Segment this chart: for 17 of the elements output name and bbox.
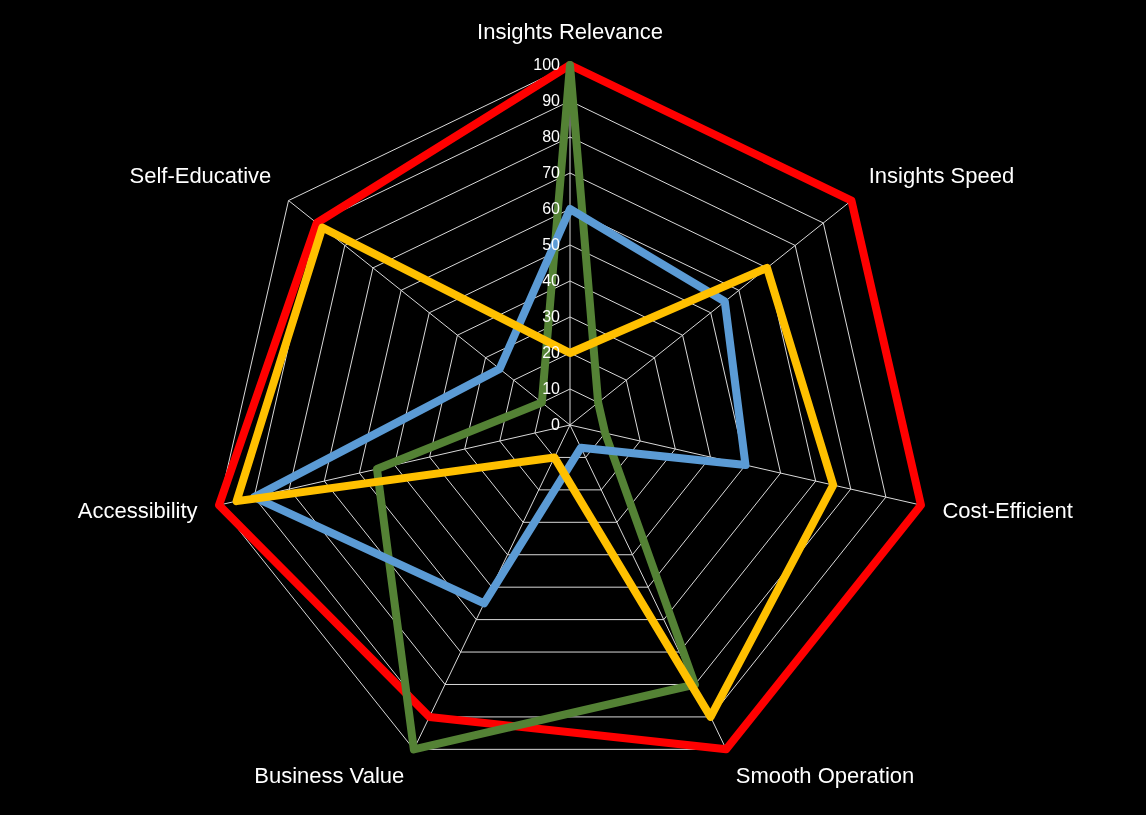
y-tick-label: 70 — [542, 164, 561, 181]
spoke-label: Insights Speed — [868, 162, 1015, 188]
y-tick-label: 10 — [542, 380, 561, 397]
spoke-label: Self-Educative — [129, 162, 272, 188]
spoke-label: Cost-Efficient — [942, 498, 1073, 523]
y-tick-label: 90 — [542, 92, 561, 109]
y-tick-label: 40 — [542, 272, 561, 289]
spoke-label: Smooth Operation — [735, 763, 915, 789]
y-tick-label: 60 — [542, 200, 561, 217]
spoke-label: Insights Relevance — [477, 19, 663, 44]
y-tick-label: 0 — [551, 416, 561, 433]
y-tick-label: 30 — [542, 308, 561, 325]
y-tick-label: 80 — [542, 128, 561, 145]
y-tick-label: 20 — [542, 344, 561, 361]
spoke-label: Accessibility — [77, 498, 198, 523]
spoke-label: Business Value — [254, 763, 405, 789]
y-tick-label: 100 — [533, 56, 561, 73]
